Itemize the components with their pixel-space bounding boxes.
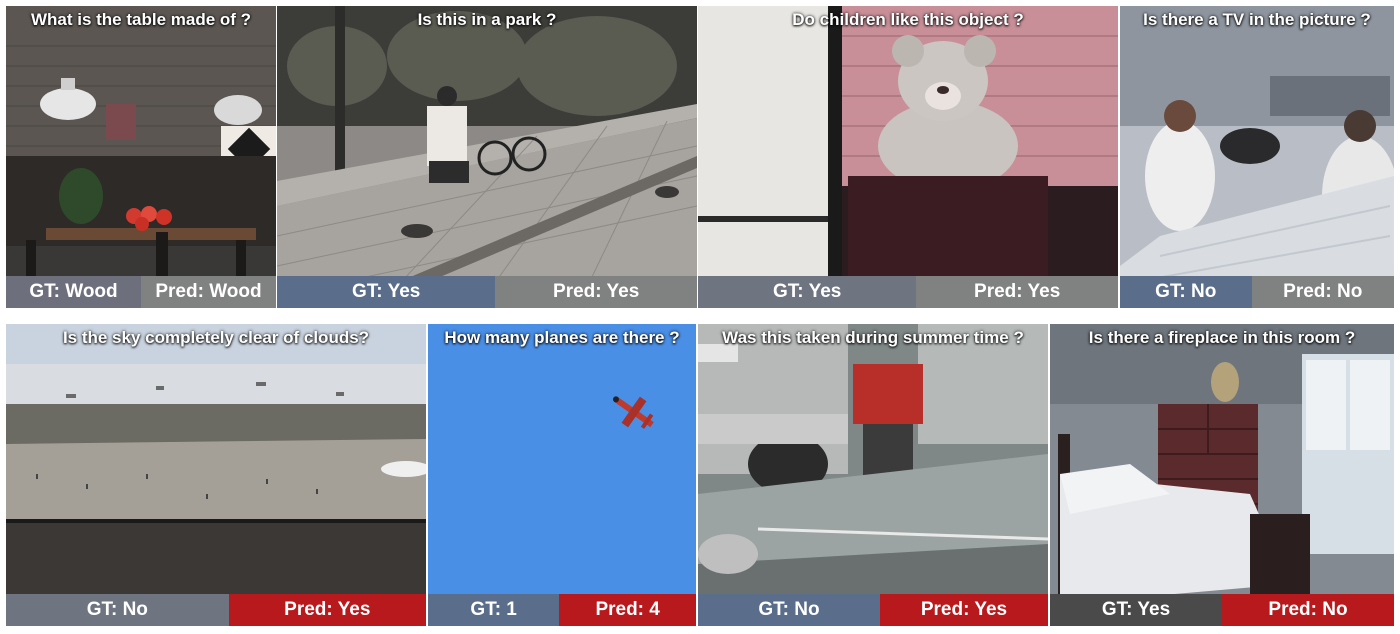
answer-bar: GT: No Pred: Yes bbox=[698, 594, 1048, 626]
question-text: Is there a TV in the picture ? bbox=[1143, 10, 1371, 29]
answer-bar: GT: Yes Pred: Yes bbox=[698, 276, 1118, 308]
question-text: How many planes are there ? bbox=[444, 328, 680, 347]
ground-truth-label: GT: No bbox=[6, 594, 229, 626]
vqa-panel-8: Is there a fireplace in this room ? GT: … bbox=[1050, 324, 1394, 626]
question-text: Do children like this object ? bbox=[792, 10, 1024, 29]
ground-truth-label: GT: Yes bbox=[1050, 594, 1222, 626]
ground-truth-label: GT: No bbox=[698, 594, 880, 626]
prediction-label: Pred: 4 bbox=[559, 594, 696, 626]
vqa-panel-6: How many planes are there ? GT: 1 Pred: … bbox=[428, 324, 696, 626]
ground-truth-label: GT: Yes bbox=[277, 276, 496, 308]
question-text: What is the table made of ? bbox=[30, 10, 252, 29]
vqa-panel-2: Is this in a park ? GT: Yes Pred: Yes bbox=[277, 6, 697, 308]
vqa-panel-4: Is there a TV in the picture ? GT: No Pr… bbox=[1120, 6, 1394, 308]
prediction-label: Pred: Yes bbox=[916, 276, 1118, 308]
answer-bar: GT: Wood Pred: Wood bbox=[6, 276, 276, 308]
ground-truth-label: GT: 1 bbox=[428, 594, 560, 626]
question-text: Is there a fireplace in this room ? bbox=[1088, 328, 1356, 347]
vqa-panel-5: Is the sky completely clear of clouds? G… bbox=[6, 324, 426, 626]
answer-bar: GT: No Pred: No bbox=[1120, 276, 1394, 308]
question-text: Is the sky completely clear of clouds? bbox=[62, 328, 370, 347]
bedroom-photo bbox=[1050, 324, 1394, 626]
car-parking-photo bbox=[698, 324, 1048, 626]
beach-kites-photo bbox=[6, 324, 426, 626]
answer-bar: GT: Yes Pred: No bbox=[1050, 594, 1394, 626]
ground-truth-label: GT: Wood bbox=[6, 276, 141, 308]
vqa-panel-7: Was this taken during summer time ? GT: … bbox=[698, 324, 1048, 626]
vqa-panel-3: Do children like this object ? GT: Yes P… bbox=[698, 6, 1118, 308]
prediction-label: Pred: Yes bbox=[495, 276, 697, 308]
prediction-label: Pred: Yes bbox=[880, 594, 1048, 626]
answer-bar: GT: No Pred: Yes bbox=[6, 594, 426, 626]
hospital-room-photo bbox=[1120, 6, 1394, 308]
answer-bar: GT: 1 Pred: 4 bbox=[428, 594, 696, 626]
plane-sky-photo bbox=[428, 324, 696, 626]
prediction-label: Pred: No bbox=[1251, 276, 1394, 308]
question-text: Was this taken during summer time ? bbox=[722, 328, 1024, 347]
answer-bar: GT: Yes Pred: Yes bbox=[277, 276, 697, 308]
vqa-panel-1: What is the table made of ? GT: Wood Pre… bbox=[6, 6, 276, 308]
ground-truth-label: GT: Yes bbox=[698, 276, 917, 308]
teddy-bear-photo bbox=[698, 6, 1118, 308]
ground-truth-label: GT: No bbox=[1120, 276, 1252, 308]
prediction-label: Pred: Wood bbox=[141, 276, 276, 308]
prediction-label: Pred: Yes bbox=[228, 594, 426, 626]
question-text: Is this in a park ? bbox=[417, 10, 557, 29]
park-walkway-photo bbox=[277, 6, 697, 308]
prediction-label: Pred: No bbox=[1222, 594, 1394, 626]
kitchen-photo bbox=[6, 6, 276, 308]
